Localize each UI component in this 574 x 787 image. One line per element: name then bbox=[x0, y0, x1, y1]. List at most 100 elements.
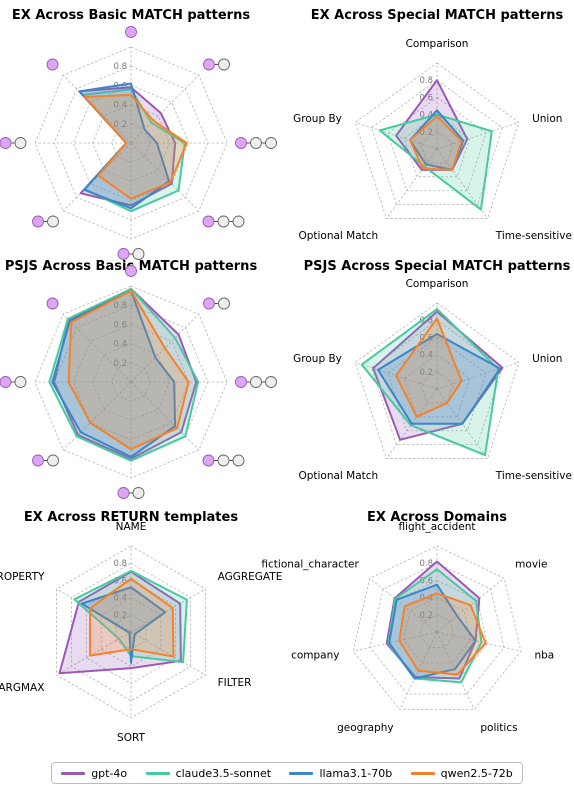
grid-spoke bbox=[399, 631, 438, 710]
pattern-icon-6 bbox=[32, 454, 59, 467]
radar-chart-5: EX Across RETURN templates 0.2 0.4 0.6 0.8 NA… bbox=[0, 510, 282, 744]
r-tick-label: 0.6 bbox=[419, 576, 433, 586]
grid-spoke bbox=[436, 148, 488, 219]
pattern-node bbox=[250, 137, 262, 149]
r-tick-label: 0.2 bbox=[113, 359, 127, 369]
grid-spoke bbox=[130, 381, 200, 451]
r-tick-label: 0.2 bbox=[113, 120, 127, 130]
axis-label-group-by: Group By bbox=[293, 113, 342, 125]
r-tick-label: 0.2 bbox=[113, 611, 127, 621]
pattern-icon-2 bbox=[203, 297, 230, 310]
pattern-icon-7 bbox=[0, 137, 27, 149]
pattern-node bbox=[218, 58, 230, 71]
r-tick-label: 0.2 bbox=[419, 611, 433, 621]
axis-label-politics: politics bbox=[480, 722, 517, 734]
pattern-icon-4 bbox=[202, 215, 245, 228]
r-tick-label: 0.4 bbox=[113, 594, 127, 604]
pattern-node-start bbox=[202, 454, 215, 467]
pattern-node-start bbox=[0, 376, 12, 388]
axis-label-flight-accident: flight_accident bbox=[398, 521, 475, 533]
axis-label-union: Union bbox=[532, 353, 562, 365]
chart-title: EX Across Basic MATCH patterns bbox=[12, 8, 250, 23]
r-tick-label: 0.8 bbox=[113, 559, 127, 569]
legend-item-claude: claude3.5-sonnet bbox=[145, 766, 272, 780]
pattern-node bbox=[265, 376, 277, 388]
radar-chart-6: EX Across Domains0.20.40.60.8flight_acci… bbox=[261, 510, 554, 734]
grid-spoke bbox=[130, 74, 200, 144]
pattern-node bbox=[217, 215, 230, 228]
pattern-node-start bbox=[46, 58, 59, 71]
grid-spoke bbox=[436, 631, 475, 710]
pattern-icon-8 bbox=[46, 297, 59, 310]
grid-ring bbox=[72, 323, 190, 441]
grid-spoke bbox=[62, 142, 132, 212]
series-claude3-5-sonnet bbox=[378, 113, 493, 211]
axis-label-company: company bbox=[291, 649, 339, 661]
radar-chart-4: PSJS Across Special MATCH patterns 0.2 0.4… bbox=[293, 259, 572, 482]
grid-spoke bbox=[436, 388, 488, 459]
series-qwen2-5-72b bbox=[409, 115, 463, 171]
grid-spoke bbox=[130, 313, 200, 383]
r-tick-label: 0.4 bbox=[419, 111, 433, 121]
r-tick-label: 0.4 bbox=[113, 101, 127, 111]
grid-spoke bbox=[62, 381, 132, 451]
pattern-icon-1 bbox=[125, 265, 137, 277]
grid-spoke bbox=[436, 631, 521, 652]
pattern-node bbox=[232, 215, 245, 228]
pattern-node bbox=[232, 454, 245, 467]
axis-label-optional-match: Optional Match bbox=[298, 230, 378, 242]
grid-spoke bbox=[386, 148, 438, 219]
pattern-node-start bbox=[32, 215, 44, 228]
legend-item-gpt4o: gpt-4o bbox=[61, 767, 127, 780]
pattern-node-start bbox=[117, 248, 130, 260]
pattern-node bbox=[47, 454, 59, 467]
r-tick-label: 0.6 bbox=[419, 93, 433, 103]
radar-chart-3: PSJS Across Basic MATCH patterns0.20.40.… bbox=[0, 259, 277, 499]
series-qwen2-5-72b bbox=[67, 289, 190, 451]
series-qwen2-5-72b bbox=[395, 317, 463, 418]
pattern-node-start bbox=[125, 26, 137, 38]
axis-label-optional-match: Optional Match bbox=[298, 470, 378, 482]
axis-label-fictional-character: fictional_character bbox=[261, 559, 359, 571]
pattern-node bbox=[132, 487, 145, 499]
series-qwen2-5-72b bbox=[398, 592, 487, 676]
legend-label-llama: llama3.1-70b bbox=[319, 766, 393, 780]
r-tick-label: 0.6 bbox=[113, 320, 127, 330]
series-llama3-1-70b bbox=[80, 586, 167, 664]
series-gpt-4o bbox=[372, 310, 504, 441]
series-qwen2-5-72b bbox=[83, 94, 188, 200]
legend-label-qwen: qwen2.5-72b bbox=[440, 766, 513, 780]
r-tick-label: 0.8 bbox=[113, 62, 127, 72]
pattern-node-start bbox=[203, 58, 215, 71]
pattern-icon-7 bbox=[0, 376, 27, 388]
r-tick-label: 0.2 bbox=[419, 128, 433, 138]
r-tick-label: 0.2 bbox=[419, 368, 433, 378]
axis-label-comparison: Comparison bbox=[406, 278, 469, 290]
axis-label-nba: nba bbox=[534, 649, 554, 661]
series-qwen2-5-72b bbox=[89, 577, 175, 658]
pattern-node bbox=[132, 248, 145, 260]
r-tick-label: 0.4 bbox=[113, 340, 127, 350]
legend-swatch-llama bbox=[289, 771, 314, 775]
legend-label-claude: claude3.5-sonnet bbox=[175, 766, 272, 780]
axis-label-aggregate: AGGREGATE bbox=[218, 571, 283, 583]
legend: gpt-4o claude3.5-sonnet llama3.1-70b qwe… bbox=[51, 762, 523, 784]
grid-ring bbox=[419, 614, 455, 648]
pattern-node bbox=[47, 215, 59, 228]
legend-item-qwen: qwen2.5-72b bbox=[410, 766, 513, 780]
chart-title: EX Across RETURN templates bbox=[24, 510, 238, 525]
series-claude3-5-sonnet bbox=[360, 308, 500, 457]
r-tick-label: 0.4 bbox=[419, 351, 433, 361]
axis-label-sort: SORT bbox=[117, 732, 145, 744]
grid-spoke bbox=[386, 388, 438, 459]
axis-label-comparison: Comparison bbox=[406, 38, 469, 50]
pattern-icon-4 bbox=[202, 454, 245, 467]
pattern-node bbox=[265, 137, 277, 149]
grid-spoke bbox=[355, 362, 438, 390]
pattern-node-start bbox=[203, 297, 215, 310]
legend-swatch-gpt4o bbox=[61, 771, 86, 775]
grid-ring bbox=[420, 371, 454, 404]
pattern-node bbox=[218, 297, 230, 310]
axis-label-union: Union bbox=[532, 113, 562, 125]
